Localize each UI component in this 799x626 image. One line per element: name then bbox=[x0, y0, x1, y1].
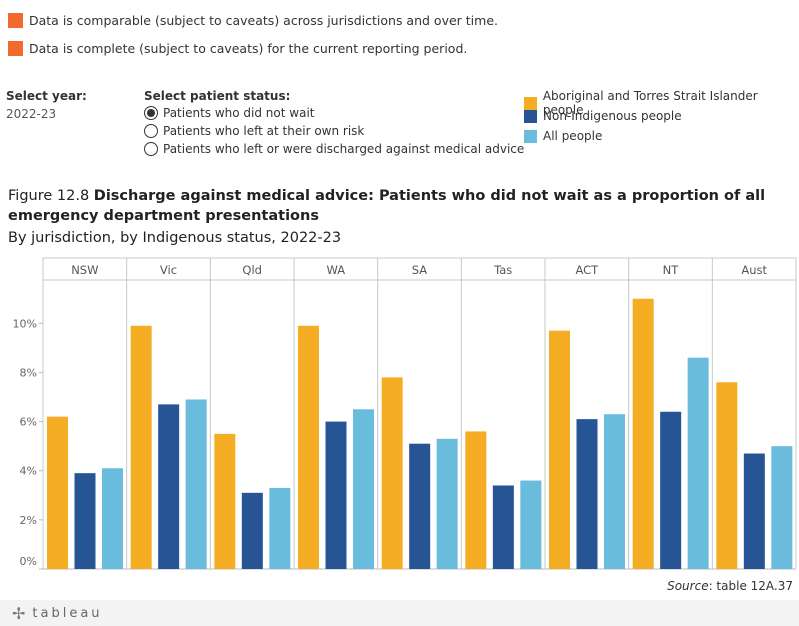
bar-aust-non-indigenous bbox=[743, 453, 765, 569]
legend-label-all-people: All people bbox=[543, 129, 603, 143]
tableau-footer: ✢ tableau bbox=[0, 600, 799, 626]
legend-item-non-indigenous[interactable]: Non-Indigenous people bbox=[524, 109, 682, 123]
tableau-plus-icon: ✢ bbox=[12, 604, 29, 623]
radio-did-not-wait-label[interactable]: Patients who did not wait bbox=[163, 106, 315, 120]
bar-aust-all-people bbox=[771, 446, 793, 569]
caveat-comparable-swatch bbox=[8, 13, 23, 28]
bar-nt-non-indigenous bbox=[660, 411, 682, 569]
figure-title: Figure 12.8 Discharge against medical ad… bbox=[8, 186, 788, 226]
category-header-vic: Vic bbox=[160, 263, 177, 277]
bar-sa-all-people bbox=[436, 438, 458, 569]
category-header-wa: WA bbox=[327, 263, 346, 277]
year-filter-label: Select year: bbox=[6, 89, 87, 103]
category-header-qld: Qld bbox=[242, 263, 262, 277]
radio-left-against-advice-label[interactable]: Patients who left or were discharged aga… bbox=[163, 142, 525, 156]
bar-tas-aboriginal bbox=[465, 431, 487, 569]
bar-act-all-people bbox=[604, 414, 625, 569]
category-header-nt: NT bbox=[663, 263, 680, 277]
caveat-comparable: Data is comparable (subject to caveats) … bbox=[8, 13, 498, 28]
bar-vic-aboriginal bbox=[130, 325, 152, 569]
legend-label-aboriginal: Aboriginal and Torres Strait Islander pe… bbox=[542, 89, 758, 117]
radio-left-own-risk[interactable]: Patients who left at their own risk bbox=[144, 124, 364, 138]
y-tick-label-10: 10% bbox=[13, 317, 37, 330]
source-prefix: Source bbox=[667, 579, 709, 593]
caveat-complete-swatch bbox=[8, 41, 23, 56]
y-tick-label-4: 4% bbox=[20, 465, 37, 478]
radio-did-not-wait-circle[interactable] bbox=[144, 106, 158, 120]
radio-did-not-wait[interactable]: Patients who did not wait bbox=[144, 106, 314, 120]
bar-chart: 0% 2% 4% 6% 8% 10% NSW Vic Qld WA SA Tas ACT NT Aust bbox=[13, 257, 797, 570]
legend-swatch-aboriginal bbox=[524, 96, 537, 110]
status-filter-label: Select patient status: bbox=[144, 89, 291, 103]
source-text: : table 12A.37 bbox=[708, 579, 793, 593]
caveat-complete-text: Data is complete (subject to caveats) fo… bbox=[29, 41, 468, 56]
bar-nsw-all-people bbox=[102, 468, 123, 569]
bar-nt-aboriginal bbox=[632, 298, 654, 569]
bar-aust-aboriginal bbox=[716, 382, 738, 569]
figure-subtitle: By jurisdiction, by Indigenous status, 2… bbox=[8, 230, 342, 246]
radio-left-own-risk-label[interactable]: Patients who left at their own risk bbox=[163, 124, 365, 138]
year-filter-value[interactable]: 2022-23 bbox=[6, 107, 57, 121]
y-tick-label-2: 2% bbox=[20, 514, 37, 527]
category-header-sa: SA bbox=[412, 263, 428, 277]
bar-qld-aboriginal bbox=[214, 433, 236, 569]
bar-wa-aboriginal bbox=[298, 325, 319, 569]
y-tick-label-8: 8% bbox=[20, 366, 37, 379]
bar-qld-all-people bbox=[269, 487, 291, 569]
bar-vic-non-indigenous bbox=[158, 404, 180, 569]
legend-swatch-non-indigenous bbox=[524, 109, 537, 123]
radio-selected-dot bbox=[147, 109, 155, 117]
radio-left-against-advice[interactable]: Patients who left or were discharged aga… bbox=[144, 142, 524, 156]
bar-sa-aboriginal bbox=[381, 377, 403, 569]
y-tick-label-6: 6% bbox=[20, 416, 37, 429]
bar-vic-all-people bbox=[185, 399, 207, 569]
category-header-aust: Aust bbox=[741, 263, 767, 277]
tableau-logo-text: tableau bbox=[32, 606, 103, 621]
tableau-logo[interactable]: ✢ tableau bbox=[12, 604, 103, 623]
category-header-nsw: NSW bbox=[71, 263, 98, 277]
bar-act-non-indigenous bbox=[576, 419, 598, 569]
radio-left-own-risk-circle[interactable] bbox=[144, 124, 158, 138]
bar-act-aboriginal bbox=[549, 330, 570, 569]
legend-swatch-all-people bbox=[524, 129, 537, 143]
legend-item-all-people[interactable]: All people bbox=[524, 129, 602, 143]
bar-sa-non-indigenous bbox=[409, 443, 431, 569]
radio-left-against-advice-circle[interactable] bbox=[144, 142, 158, 156]
figure-number: Figure 12.8 bbox=[8, 188, 90, 204]
caveat-comparable-text: Data is comparable (subject to caveats) … bbox=[29, 13, 498, 28]
bar-wa-non-indigenous bbox=[325, 421, 347, 569]
bar-qld-non-indigenous bbox=[241, 492, 263, 569]
bar-nsw-non-indigenous bbox=[74, 473, 96, 569]
y-tick-label-0: 0% bbox=[20, 555, 37, 568]
figure-title-text: Discharge against medical advice: Patien… bbox=[8, 188, 766, 224]
bar-tas-non-indigenous bbox=[492, 485, 514, 569]
bar-nsw-aboriginal bbox=[47, 416, 68, 569]
category-header-act: ACT bbox=[575, 263, 599, 277]
category-header-tas: Tas bbox=[493, 263, 512, 277]
caveat-complete: Data is complete (subject to caveats) fo… bbox=[8, 41, 467, 56]
bar-nt-all-people bbox=[687, 357, 709, 569]
source-note: Source: table 12A.37 bbox=[667, 579, 793, 593]
legend-item-aboriginal[interactable]: Aboriginal and Torres Strait Islander pe… bbox=[524, 89, 799, 117]
bar-tas-all-people bbox=[520, 480, 542, 569]
legend-label-non-indigenous: Non-Indigenous people bbox=[543, 109, 682, 123]
bar-wa-all-people bbox=[353, 409, 374, 569]
